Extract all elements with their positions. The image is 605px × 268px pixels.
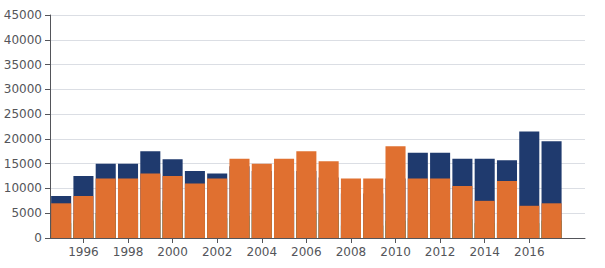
svg-text:1998: 1998 — [113, 245, 144, 259]
svg-text:2006: 2006 — [291, 245, 322, 259]
svg-text:2008: 2008 — [336, 245, 367, 259]
svg-text:35000: 35000 — [4, 58, 42, 72]
svg-text:2002: 2002 — [202, 245, 233, 259]
svg-text:15000: 15000 — [4, 157, 42, 171]
svg-text:2000: 2000 — [157, 245, 188, 259]
svg-text:2010: 2010 — [380, 245, 411, 259]
svg-text:1996: 1996 — [68, 245, 99, 259]
svg-text:2004: 2004 — [246, 245, 277, 259]
svg-text:10000: 10000 — [4, 181, 42, 195]
svg-text:40000: 40000 — [4, 33, 42, 47]
svg-text:25000: 25000 — [4, 107, 42, 121]
svg-text:2014: 2014 — [469, 245, 500, 259]
svg-text:2012: 2012 — [425, 245, 456, 259]
svg-text:5000: 5000 — [11, 206, 42, 220]
svg-text:0: 0 — [34, 231, 42, 245]
svg-text:2016: 2016 — [514, 245, 545, 259]
svg-text:20000: 20000 — [4, 132, 42, 146]
svg-text:30000: 30000 — [4, 82, 42, 96]
svg-text:45000: 45000 — [4, 8, 42, 22]
